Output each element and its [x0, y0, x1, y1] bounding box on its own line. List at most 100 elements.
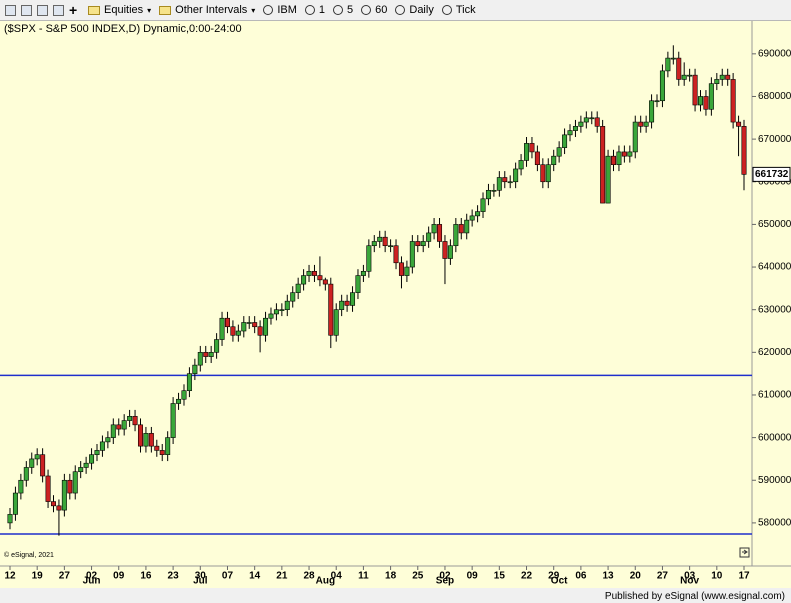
candle-body [241, 322, 247, 332]
x-tick-label: 09 [113, 571, 125, 582]
toolbar-label: Other Intervals [175, 4, 248, 16]
y-tick-label: 630000 [758, 304, 791, 315]
candle-body [442, 241, 448, 259]
toolbar-icon[interactable] [53, 4, 64, 16]
y-tick-label: 620000 [758, 347, 791, 358]
x-tick-label: 27 [59, 571, 71, 582]
candle-body [23, 467, 29, 481]
candle-body [534, 151, 540, 166]
toolbar-icon[interactable] [37, 4, 48, 16]
toolbar-button[interactable]: 60 [361, 4, 387, 16]
toolbar: + Equities ▾ Other Intervals ▾ IBM 1 5 60 … [0, 0, 791, 21]
candle-body [496, 177, 502, 191]
candle-body [137, 424, 143, 447]
candle-body [148, 433, 154, 447]
candle-body [132, 415, 138, 426]
candle-body [725, 74, 731, 80]
candle-body [61, 479, 67, 511]
candle-body [203, 352, 209, 357]
x-tick-label: 22 [521, 571, 533, 582]
x-tick-label: 10 [711, 571, 723, 582]
candle-body [224, 317, 230, 328]
x-tick-label: 15 [494, 571, 506, 582]
toolbar-button[interactable]: 1 [304, 4, 325, 16]
toolbar-button[interactable]: IBM [263, 4, 297, 16]
candle-body [366, 245, 372, 272]
toolbar-button[interactable]: 5 [333, 4, 353, 16]
month-label: Jun [83, 576, 101, 587]
candle-body [469, 215, 475, 221]
candle-body [311, 271, 317, 276]
candle-body [594, 117, 600, 127]
candle-body [322, 279, 328, 285]
x-tick-label: 14 [249, 571, 261, 582]
candle-body [121, 420, 127, 430]
toolbar-label: Tick [455, 4, 476, 16]
candle-body [214, 339, 220, 353]
toolbar-icon[interactable] [21, 4, 32, 16]
x-tick-label: 18 [385, 571, 397, 582]
toolbar-icon[interactable] [5, 4, 16, 16]
candle-body [170, 403, 176, 438]
toolbar-button[interactable]: Other Intervals ▾ [159, 4, 255, 16]
toolbar-button[interactable]: Equities ▾ [88, 4, 151, 16]
candle-body [273, 309, 279, 315]
candle-body [665, 57, 671, 72]
candle-body [230, 326, 236, 336]
y-tick-label: 580000 [758, 518, 791, 529]
candle-body [301, 275, 307, 285]
y-tick-label: 660000 [758, 176, 791, 187]
candle-body [105, 437, 111, 443]
candle-body [40, 454, 46, 477]
candle-body [676, 57, 682, 80]
candle-body [518, 160, 524, 170]
toolbar-label: 60 [375, 4, 388, 16]
candle-body [491, 189, 497, 192]
candle-body [736, 121, 742, 127]
candle-body [703, 96, 709, 110]
candle-body [186, 373, 192, 392]
candle-body [437, 224, 443, 242]
candle-body [89, 454, 95, 464]
month-label: Sep [436, 576, 454, 587]
candle-body [730, 79, 736, 123]
candle-body [116, 424, 122, 430]
x-tick-label: 20 [630, 571, 642, 582]
toolbar-button[interactable]: Tick [441, 4, 476, 16]
candle-body [197, 352, 203, 366]
candle-body [572, 126, 578, 131]
candle-body [632, 121, 638, 153]
candle-body [545, 164, 551, 183]
candle-body [284, 300, 290, 310]
candle-body [420, 241, 426, 247]
candle-body [377, 236, 383, 242]
candle-body [110, 424, 116, 438]
candle-body [371, 241, 377, 247]
candle-body [350, 292, 356, 306]
candle-body [208, 352, 214, 357]
candle-body [398, 262, 404, 276]
candle-body [409, 241, 415, 268]
candle-body [524, 143, 530, 161]
x-tick-label: 23 [168, 571, 180, 582]
candle-body [714, 79, 720, 84]
x-tick-label: 09 [467, 571, 479, 582]
candle-body [415, 241, 421, 247]
candle-body [7, 514, 13, 524]
candle-body [659, 70, 665, 102]
candle-body [78, 467, 84, 473]
x-tick-label: 13 [603, 571, 615, 582]
candle-body [600, 126, 606, 204]
candle-body [611, 155, 617, 166]
candle-body [72, 471, 78, 494]
candle-body [333, 309, 339, 336]
candle-body [143, 433, 149, 447]
candle-body [681, 74, 687, 80]
y-tick-label: 690000 [758, 48, 791, 59]
candle-body [219, 317, 225, 340]
y-tick-label: 680000 [758, 91, 791, 102]
toolbar-icon[interactable]: + [69, 1, 78, 18]
toolbar-button[interactable]: Daily [395, 4, 434, 16]
scroll-icon[interactable] [739, 547, 750, 558]
